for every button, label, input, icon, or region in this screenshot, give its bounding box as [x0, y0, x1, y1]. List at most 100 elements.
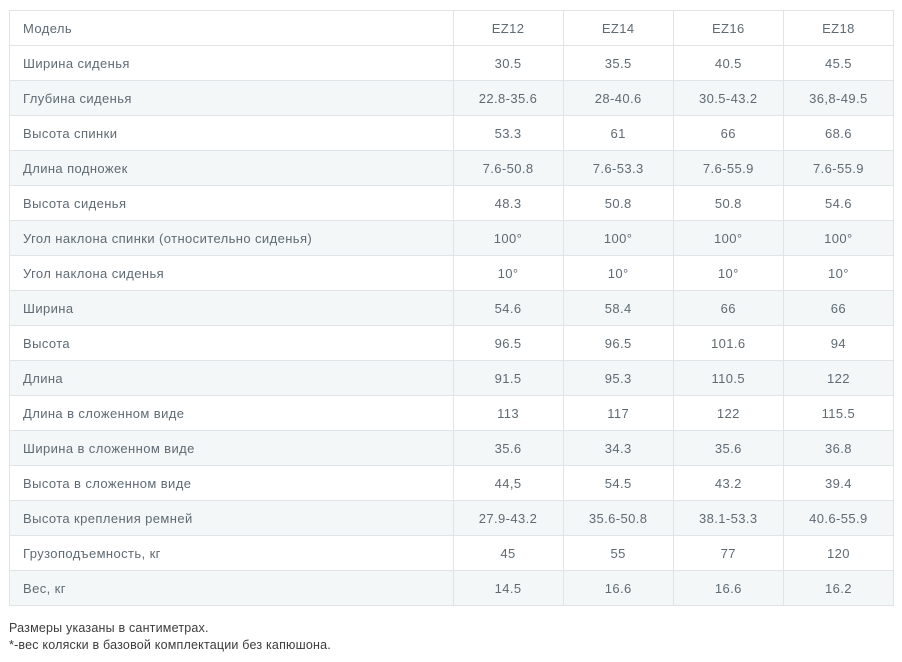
value-cell: 54.5 [562, 465, 674, 501]
table-row: Длина 91.5 95.3 110.5 122 [9, 360, 895, 396]
value-cell: 38.1-53.3 [672, 500, 784, 536]
table-row: Ширина в сложенном виде 35.6 34.3 35.6 36.8 [9, 430, 895, 466]
header-model-ez14: EZ14 [562, 10, 674, 46]
row-label-cell: Ширина [9, 290, 454, 326]
value-cell: 54.6 [452, 290, 564, 326]
row-label-cell: Угол наклона спинки (относительно сидень… [9, 220, 454, 256]
row-label-cell: Длина [9, 360, 454, 396]
value-cell: 35.6 [672, 430, 784, 466]
row-label-cell: Ширина в сложенном виде [9, 430, 454, 466]
row-label-cell: Глубина сиденья [9, 80, 454, 116]
row-label-cell: Высота крепления ремней [9, 500, 454, 536]
value-cell: 35.6-50.8 [562, 500, 674, 536]
value-cell: 27.9-43.2 [452, 500, 564, 536]
value-cell: 96.5 [452, 325, 564, 361]
table-row: Длина в сложенном виде 113 117 122 115.5 [9, 395, 895, 431]
value-cell: 100° [672, 220, 784, 256]
value-cell: 61 [562, 115, 674, 151]
value-cell: 35.6 [452, 430, 564, 466]
spec-table-body: Ширина сиденья 30.5 35.5 40.5 45.5 Глубина си… [9, 45, 895, 606]
footnotes: Размеры указаны в сантиметрах. *-вес кол… [9, 620, 331, 654]
row-label-cell: Длина в сложенном виде [9, 395, 454, 431]
row-label-cell: Высота в сложенном виде [9, 465, 454, 501]
value-cell: 45.5 [782, 45, 895, 81]
table-row: Вес, кг 14.5 16.6 16.6 16.2 [9, 570, 895, 606]
value-cell: 7.6-55.9 [672, 150, 784, 186]
value-cell: 54.6 [782, 185, 895, 221]
table-row: Глубина сиденья 22.8-35.6 28-40.6 30.5-43.2… [9, 80, 895, 116]
row-label-cell: Вес, кг [9, 570, 454, 606]
table-row: Высота в сложенном виде 44,5 54.5 43.2 39.4 [9, 465, 895, 501]
value-cell: 16.6 [672, 570, 784, 606]
value-cell: 53.3 [452, 115, 564, 151]
spec-table: Модель EZ12 EZ14 EZ16 EZ18 Ширина сидень… [9, 10, 895, 606]
value-cell: 122 [672, 395, 784, 431]
table-row: Высота спинки 53.3 61 66 68.6 [9, 115, 895, 151]
value-cell: 28-40.6 [562, 80, 674, 116]
value-cell: 44,5 [452, 465, 564, 501]
value-cell: 120 [782, 535, 895, 571]
value-cell: 35.5 [562, 45, 674, 81]
value-cell: 66 [782, 290, 895, 326]
value-cell: 48.3 [452, 185, 564, 221]
value-cell: 68.6 [782, 115, 895, 151]
value-cell: 50.8 [672, 185, 784, 221]
value-cell: 77 [672, 535, 784, 571]
table-row: Угол наклона спинки (относительно сидень… [9, 220, 895, 256]
value-cell: 36,8-49.5 [782, 80, 895, 116]
table-row: Высота 96.5 96.5 101.6 94 [9, 325, 895, 361]
value-cell: 7.6-50.8 [452, 150, 564, 186]
value-cell: 94 [782, 325, 895, 361]
value-cell: 58.4 [562, 290, 674, 326]
value-cell: 14.5 [452, 570, 564, 606]
value-cell: 100° [562, 220, 674, 256]
table-row: Высота сиденья 48.3 50.8 50.8 54.6 [9, 185, 895, 221]
row-label-cell: Ширина сиденья [9, 45, 454, 81]
row-label-cell: Длина подножек [9, 150, 454, 186]
value-cell: 96.5 [562, 325, 674, 361]
value-cell: 36.8 [782, 430, 895, 466]
value-cell: 10° [672, 255, 784, 291]
value-cell: 66 [672, 290, 784, 326]
value-cell: 122 [782, 360, 895, 396]
value-cell: 43.2 [672, 465, 784, 501]
table-row: Ширина сиденья 30.5 35.5 40.5 45.5 [9, 45, 895, 81]
value-cell: 115.5 [782, 395, 895, 431]
value-cell: 30.5-43.2 [672, 80, 784, 116]
value-cell: 10° [562, 255, 674, 291]
value-cell: 7.6-53.3 [562, 150, 674, 186]
value-cell: 100° [782, 220, 895, 256]
table-row: Угол наклона сиденья 10° 10° 10° 10° [9, 255, 895, 291]
spec-table-container: Модель EZ12 EZ14 EZ16 EZ18 Ширина сидень… [9, 10, 895, 606]
value-cell: 95.3 [562, 360, 674, 396]
header-model-ez16: EZ16 [672, 10, 784, 46]
value-cell: 10° [452, 255, 564, 291]
value-cell: 39.4 [782, 465, 895, 501]
footnote-units: Размеры указаны в сантиметрах. [9, 621, 209, 635]
row-label-cell: Угол наклона сиденья [9, 255, 454, 291]
value-cell: 66 [672, 115, 784, 151]
value-cell: 45 [452, 535, 564, 571]
value-cell: 55 [562, 535, 674, 571]
row-label-cell: Высота [9, 325, 454, 361]
value-cell: 100° [452, 220, 564, 256]
row-label-cell: Высота спинки [9, 115, 454, 151]
header-model-ez12: EZ12 [452, 10, 564, 46]
header-label-cell: Модель [9, 10, 454, 46]
value-cell: 16.2 [782, 570, 895, 606]
value-cell: 16.6 [562, 570, 674, 606]
value-cell: 50.8 [562, 185, 674, 221]
footnote-weight: *-вес коляски в базовой комплектации без… [9, 638, 331, 652]
value-cell: 113 [452, 395, 564, 431]
value-cell: 30.5 [452, 45, 564, 81]
value-cell: 117 [562, 395, 674, 431]
value-cell: 10° [782, 255, 895, 291]
value-cell: 40.6-55.9 [782, 500, 895, 536]
table-row: Длина подножек 7.6-50.8 7.6-53.3 7.6-55.9 7.… [9, 150, 895, 186]
value-cell: 110.5 [672, 360, 784, 396]
table-row: Грузоподъемность, кг 45 55 77 120 [9, 535, 895, 571]
value-cell: 40.5 [672, 45, 784, 81]
value-cell: 101.6 [672, 325, 784, 361]
table-header-row: Модель EZ12 EZ14 EZ16 EZ18 [9, 10, 895, 46]
row-label-cell: Грузоподъемность, кг [9, 535, 454, 571]
